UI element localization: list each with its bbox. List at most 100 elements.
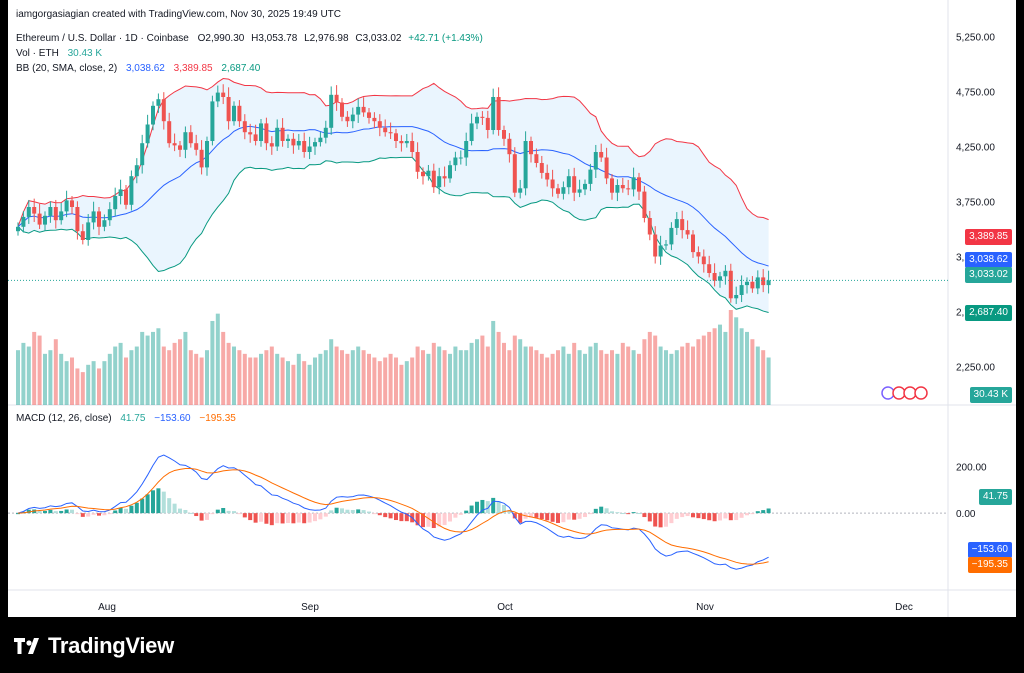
macd-histogram-bar	[453, 513, 458, 518]
volume-bar	[701, 335, 706, 405]
candle-body	[394, 133, 398, 141]
volume-value: 30.43 K	[67, 48, 103, 59]
macd-histogram-bar	[91, 513, 96, 515]
macd-histogram-bar	[253, 513, 258, 523]
price-tick-label: 2,250.00	[956, 363, 995, 374]
candle-body	[448, 165, 452, 179]
macd-histogram-bar	[404, 513, 409, 522]
candle-body	[323, 127, 328, 138]
candle-body	[674, 219, 679, 228]
time-tick-label: Oct	[497, 602, 513, 613]
volume-bar	[334, 346, 339, 405]
tradingview-brand[interactable]: TradingView	[14, 632, 174, 660]
macd-histogram-bar	[237, 513, 242, 515]
candle-body	[480, 116, 485, 118]
candle-body	[431, 170, 436, 188]
candle-body	[723, 270, 728, 277]
macd-histogram-bar	[134, 502, 139, 514]
macd-histogram-bar	[421, 513, 425, 528]
volume-bar	[199, 357, 204, 405]
basis-tag: 3,038.62	[965, 252, 1012, 268]
macd-histogram-bar	[307, 513, 312, 523]
macd-histogram-bar	[345, 509, 350, 514]
macd-histogram-bar	[658, 513, 663, 528]
candle-body	[43, 215, 47, 225]
volume-bar	[588, 346, 593, 405]
candle-body	[534, 154, 539, 163]
volume-bar	[523, 346, 528, 405]
volume-bar	[102, 361, 107, 405]
candle-body	[183, 132, 188, 150]
macd-histogram-bar	[615, 512, 620, 514]
volume-bar	[86, 364, 91, 405]
ohlc-close: C3,033.02	[355, 33, 402, 44]
ohlc-open: O2,990.30	[197, 33, 245, 44]
macd-histogram-bar	[334, 507, 339, 514]
macd-line	[17, 454, 769, 570]
candle-body	[728, 270, 733, 299]
candle-body	[118, 189, 123, 196]
volume-bar	[291, 364, 296, 405]
macd-histogram-bar	[545, 513, 550, 521]
candle-body	[286, 138, 290, 141]
volume-bar	[53, 339, 58, 405]
symbol-legend: Ethereum / U.S. Dollar · 1D · Coinbase O…	[16, 33, 483, 44]
volume-bar	[599, 350, 604, 405]
candle-body	[718, 276, 722, 281]
macd-histogram-bar	[755, 511, 760, 514]
candle-body	[91, 211, 96, 223]
candle-body	[199, 149, 204, 168]
volume-bar	[458, 350, 463, 405]
candle-body	[113, 196, 118, 210]
macd-histogram-bar	[610, 511, 614, 514]
macd-histogram-bar	[156, 488, 161, 514]
candle-body	[755, 277, 760, 289]
volume-bar	[269, 346, 274, 405]
volume-bar	[37, 335, 42, 405]
volume-bar	[431, 342, 436, 405]
candle-body	[302, 141, 307, 152]
candle-body	[588, 169, 593, 184]
candle-body	[242, 121, 247, 133]
macd-histogram-bar	[264, 513, 269, 524]
bollinger-band-fill	[18, 78, 769, 313]
price-tick-label: 4,750.00	[956, 88, 995, 99]
macd-histogram-bar	[426, 513, 431, 527]
volume-bar	[194, 353, 199, 405]
volume-bar	[70, 357, 74, 405]
macd-label: MACD (12, 26, close)	[16, 413, 112, 424]
candle-body	[134, 165, 139, 177]
chart-panel[interactable]: 5,250.004,750.004,250.003,750.003,250.00…	[8, 0, 1016, 617]
macd-histogram-bar	[291, 513, 296, 524]
volume-bar	[399, 364, 404, 405]
candle-body	[691, 234, 695, 253]
macd-histogram-bar	[469, 505, 474, 514]
volume-bar	[518, 339, 523, 405]
volume-bar	[140, 331, 145, 405]
candle-body	[107, 209, 112, 221]
volume-bar	[350, 350, 355, 405]
candle-body	[491, 97, 496, 130]
macd-histogram-bar	[37, 511, 42, 514]
volume-bar	[593, 342, 598, 405]
candle-body	[399, 141, 404, 144]
volume-bar	[372, 357, 377, 405]
macd-histogram-bar	[761, 510, 766, 514]
economic-event-icon	[903, 386, 917, 400]
macd-histogram-bar	[53, 511, 58, 514]
macd-histogram-bar	[399, 513, 404, 522]
volume-bar	[178, 339, 182, 405]
macd-histogram-bar	[383, 513, 388, 518]
macd-histogram-bar	[464, 510, 469, 514]
candle-body	[264, 123, 269, 144]
chart-canvas[interactable]: 5,250.004,750.004,250.003,750.003,250.00…	[8, 0, 1016, 617]
candle-body	[664, 244, 668, 246]
candle-body	[232, 105, 236, 122]
volume-bar	[561, 346, 566, 405]
time-tick-label: Nov	[696, 602, 714, 613]
macd-histogram-bar	[16, 513, 20, 515]
macd-histogram-bar	[26, 509, 31, 514]
candle-body	[669, 227, 674, 245]
macd-histogram-bar	[577, 513, 582, 519]
volume-bar	[91, 361, 96, 405]
